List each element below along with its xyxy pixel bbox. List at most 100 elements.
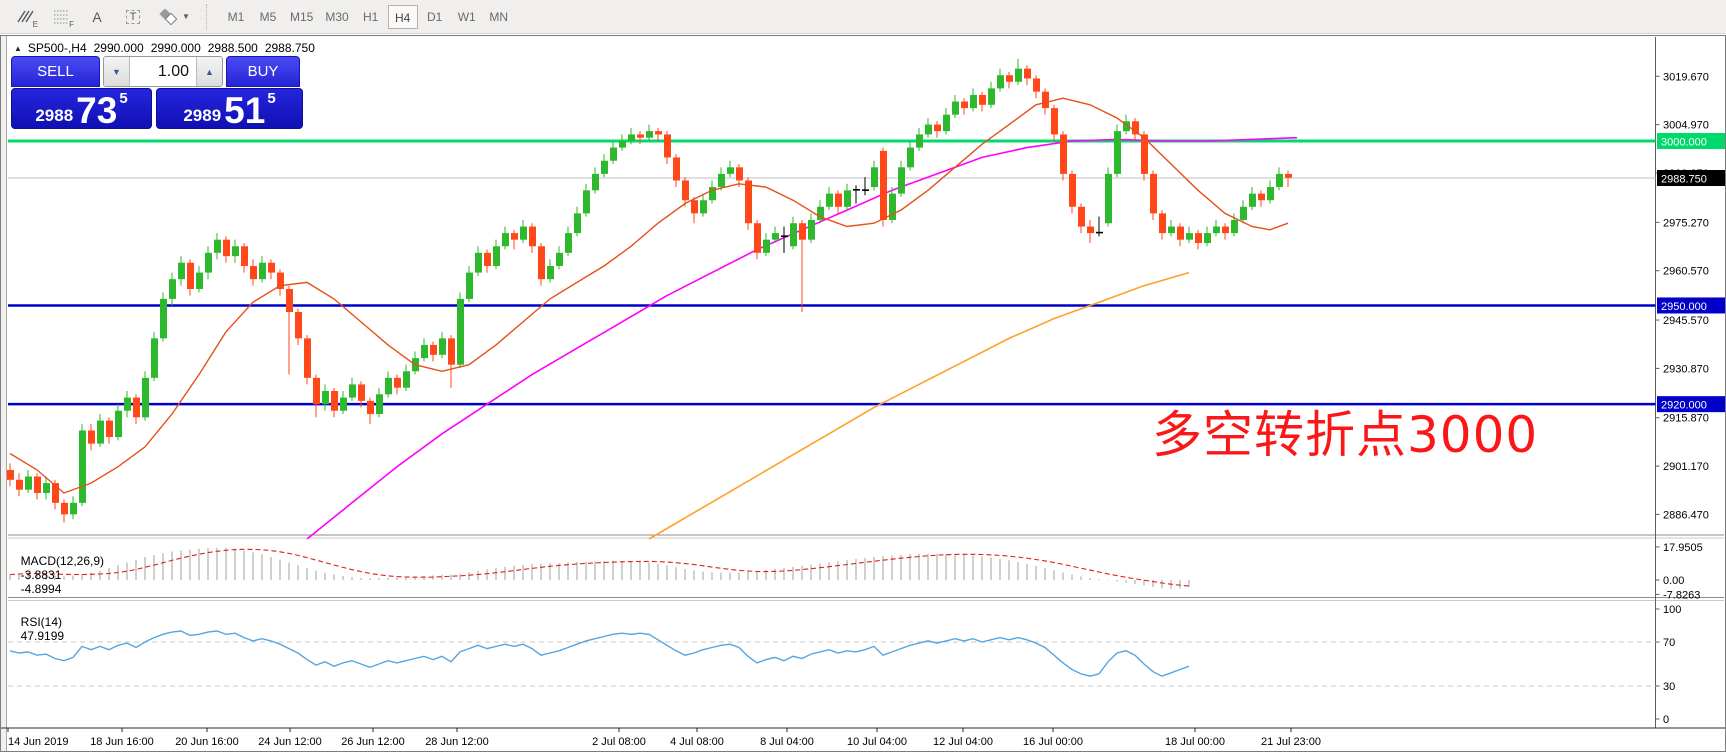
svg-text:2975.270: 2975.270 [1663, 217, 1709, 229]
buy-price-sup: 5 [267, 90, 276, 107]
chart-annotation-text[interactable]: 多空转折点3000 [1152, 406, 1539, 464]
svg-text:17.9505: 17.9505 [1663, 542, 1703, 554]
time-axis: 14 Jun 2019 18 Jun 16:00 20 Jun 16:00 24 Ju… [7, 728, 1321, 748]
svg-text:12 Jul 04:00: 12 Jul 04:00 [933, 736, 993, 748]
price-axis: 3019.6703004.9702990.2702975.2702960.570… [1655, 71, 1709, 521]
svg-text:2886.470: 2886.470 [1663, 509, 1709, 521]
sell-price-prefix: 2988 [35, 106, 74, 125]
buy-price-big: 51 [224, 89, 266, 131]
chart-title-row: ▲ SP500-,H4 2990.000 2990.000 2988.500 2… [14, 41, 322, 55]
svg-text:2920.000: 2920.000 [1661, 400, 1707, 412]
buy-price-prefix: 2989 [183, 106, 222, 125]
svg-text:2901.170: 2901.170 [1663, 461, 1709, 473]
chart-left-frame [1, 36, 7, 751]
ma-slow-line [648, 271, 1190, 540]
macd-label-row: MACD(12,26,9) -3.8831 -4.8994 [14, 540, 110, 596]
volume-stepper: ▼ ▲ [103, 56, 223, 87]
timeframe-button-h4[interactable]: H4 [387, 4, 418, 29]
svg-text:20 Jun 16:00: 20 Jun 16:00 [175, 736, 239, 748]
macd-histogram [9, 547, 1190, 590]
svg-text:14 Jun 2019: 14 Jun 2019 [8, 736, 69, 748]
indicator-axes: 17.9505 0.00 -7.8263 100 70 30 0 [1655, 542, 1703, 726]
volume-increase-button[interactable]: ▲ [196, 57, 222, 86]
timeframe-button-w1[interactable]: W1 [457, 9, 476, 24]
ma-fast-line [9, 97, 1289, 494]
timeframe-button-mn[interactable]: MN [489, 9, 509, 24]
svg-text:2945.570: 2945.570 [1663, 315, 1709, 327]
ohlc-open: 2990.000 [93, 41, 144, 55]
trade-panel: SELL ▼ ▲ BUY 2988 73 5 2989 51 5 [11, 56, 303, 129]
svg-text:3000.000: 3000.000 [1661, 137, 1707, 149]
volume-decrease-button[interactable]: ▼ [104, 57, 130, 86]
sell-price-big: 73 [76, 89, 118, 131]
svg-text:2930.870: 2930.870 [1663, 363, 1709, 375]
label-a-icon[interactable]: A [92, 8, 102, 25]
svg-text:70: 70 [1663, 637, 1675, 649]
svg-text:18 Jun 16:00: 18 Jun 16:00 [90, 736, 154, 748]
macd-main-value: -3.8831 [20, 568, 62, 582]
rsi-line [9, 630, 1190, 677]
svg-text:0.00: 0.00 [1663, 575, 1684, 587]
timeframe-button-d1[interactable]: D1 [427, 9, 443, 24]
top-toolbar: E F A T ▼ M1 M5 M15 M30 H1 H4 D1 W1 MN [0, 0, 1726, 34]
svg-text:100: 100 [1663, 604, 1681, 616]
svg-text:2988.750: 2988.750 [1661, 174, 1707, 186]
svg-text:28 Jun 12:00: 28 Jun 12:00 [425, 736, 489, 748]
rsi-level-lines [8, 641, 1656, 687]
macd-signal [9, 548, 1190, 587]
svg-text:8 Jul 04:00: 8 Jul 04:00 [760, 736, 814, 748]
macd-signal-value: -4.8994 [20, 582, 62, 596]
svg-text:26 Jun 12:00: 26 Jun 12:00 [341, 736, 405, 748]
draw-hatch-icon[interactable]: E [10, 4, 40, 30]
chart-symbol-label: SP500-,H4 [27, 41, 87, 55]
shapes-icon[interactable]: ▼ [154, 4, 194, 30]
ohlc-close: 2988.750 [264, 41, 315, 55]
timeframe-button-m1[interactable]: M1 [227, 9, 245, 24]
panel-borders [1, 37, 1725, 729]
svg-text:21 Jul 23:00: 21 Jul 23:00 [1261, 736, 1321, 748]
svg-text:2915.870: 2915.870 [1663, 413, 1709, 425]
svg-text:30: 30 [1663, 681, 1675, 693]
svg-text:3004.970: 3004.970 [1663, 120, 1709, 132]
rsi-label-row: RSI(14) 47.9199 [14, 601, 70, 643]
svg-text:0: 0 [1663, 714, 1669, 726]
buy-price-display[interactable]: 2989 51 5 [156, 88, 303, 129]
sell-button[interactable]: SELL [11, 56, 100, 87]
level-lines[interactable] [8, 139, 1656, 406]
ma-fast-line [9, 97, 1289, 494]
svg-text:2960.570: 2960.570 [1663, 266, 1709, 278]
ma-slow-line [648, 271, 1190, 540]
ma-mid-line [306, 136, 1298, 540]
svg-text:10 Jul 04:00: 10 Jul 04:00 [847, 736, 907, 748]
volume-input[interactable] [130, 57, 196, 86]
ohlc-low: 2988.500 [207, 41, 258, 55]
svg-text:2950.000: 2950.000 [1661, 301, 1707, 313]
svg-text:18 Jul 00:00: 18 Jul 00:00 [1165, 736, 1225, 748]
toolbar-separator [206, 3, 211, 30]
ma-mid-line [306, 136, 1298, 540]
svg-text:24 Jun 12:00: 24 Jun 12:00 [258, 736, 322, 748]
rsi-label: RSI(14) [20, 615, 63, 629]
timeframe-button-m15[interactable]: M15 [290, 9, 314, 24]
svg-text:3019.670: 3019.670 [1663, 71, 1709, 83]
svg-text:-7.8263: -7.8263 [1663, 589, 1700, 601]
sell-price-sup: 5 [119, 90, 128, 107]
macd-signal-line [9, 548, 1190, 587]
sell-price-display[interactable]: 2988 73 5 [11, 88, 152, 129]
timeframe-button-h1[interactable]: H1 [363, 9, 379, 24]
timeframe-button-m30[interactable]: M30 [325, 9, 349, 24]
rsi-plot [9, 630, 1190, 677]
timeframe-bar: M1 M5 M15 M30 H1 H4 D1 W1 MN [221, 4, 516, 30]
svg-text:4 Jul 08:00: 4 Jul 08:00 [670, 736, 724, 748]
collapse-icon[interactable]: ▲ [14, 43, 22, 53]
buy-button[interactable]: BUY [226, 56, 300, 87]
price-candles [7, 58, 1292, 523]
macd-label: MACD(12,26,9) [20, 554, 105, 568]
timeframe-button-m5[interactable]: M5 [259, 9, 277, 24]
price-badges: 3000.000 2950.000 2920.000 2988.750 [1657, 133, 1725, 413]
text-box-icon[interactable]: T [118, 4, 148, 30]
ohlc-high: 2990.000 [150, 41, 201, 55]
svg-text:16 Jul 00:00: 16 Jul 00:00 [1023, 736, 1083, 748]
grid-icon[interactable]: F [46, 4, 76, 30]
